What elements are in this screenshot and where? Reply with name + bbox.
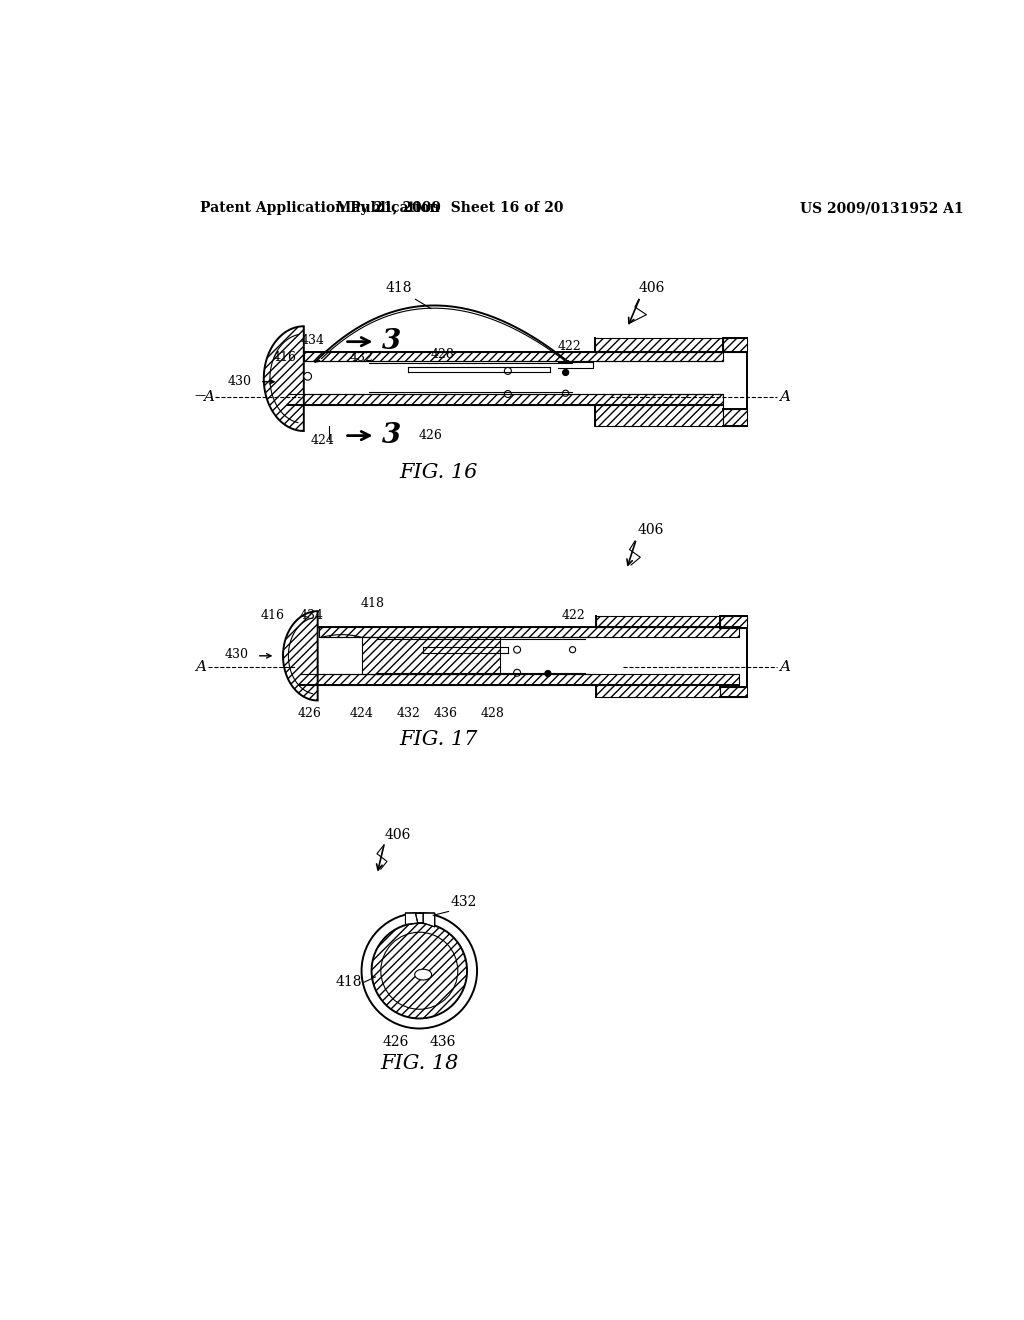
Polygon shape — [304, 352, 724, 360]
Text: 418: 418 — [361, 597, 385, 610]
Text: 426: 426 — [298, 706, 322, 719]
Text: 406: 406 — [639, 281, 666, 296]
Text: 428: 428 — [430, 348, 455, 362]
Text: FIG. 18: FIG. 18 — [380, 1053, 459, 1073]
Text: 428: 428 — [481, 706, 505, 719]
Text: 3: 3 — [382, 329, 400, 355]
Text: 422: 422 — [562, 610, 586, 622]
Text: —: — — [195, 391, 206, 400]
Circle shape — [545, 671, 551, 677]
Polygon shape — [319, 627, 739, 638]
Text: 418: 418 — [336, 975, 362, 989]
Text: 426: 426 — [383, 1035, 410, 1048]
Circle shape — [304, 372, 311, 380]
Text: 432: 432 — [350, 351, 374, 363]
Text: 424: 424 — [350, 706, 374, 719]
Polygon shape — [361, 638, 500, 675]
Circle shape — [514, 647, 520, 653]
Text: 432: 432 — [396, 706, 420, 719]
Text: 436: 436 — [433, 706, 457, 719]
Polygon shape — [720, 686, 746, 697]
Polygon shape — [406, 913, 418, 924]
Polygon shape — [595, 338, 724, 352]
Circle shape — [505, 367, 511, 375]
Ellipse shape — [415, 969, 432, 979]
Polygon shape — [283, 611, 317, 701]
Text: A: A — [779, 660, 790, 673]
Circle shape — [569, 647, 575, 653]
Text: A: A — [203, 391, 214, 404]
Text: FIG. 16: FIG. 16 — [399, 463, 478, 482]
Text: 432: 432 — [451, 895, 476, 909]
Polygon shape — [596, 685, 720, 697]
Text: A: A — [195, 660, 206, 673]
Text: 434: 434 — [301, 334, 325, 347]
Text: 406: 406 — [637, 523, 664, 537]
Circle shape — [514, 669, 520, 676]
Text: 426: 426 — [419, 429, 442, 442]
Polygon shape — [423, 913, 435, 927]
Text: 416: 416 — [260, 610, 285, 622]
Text: US 2009/0131952 A1: US 2009/0131952 A1 — [801, 202, 964, 215]
Circle shape — [562, 370, 568, 376]
Polygon shape — [724, 409, 746, 426]
Polygon shape — [289, 395, 724, 405]
Text: 436: 436 — [429, 1035, 456, 1048]
Polygon shape — [300, 675, 739, 685]
Text: A: A — [779, 391, 790, 404]
Text: 422: 422 — [558, 339, 582, 352]
Text: 418: 418 — [385, 281, 412, 296]
Text: 406: 406 — [385, 828, 411, 842]
Text: 416: 416 — [272, 351, 297, 363]
Polygon shape — [264, 326, 304, 430]
Text: 424: 424 — [311, 434, 335, 447]
Text: FIG. 17: FIG. 17 — [399, 730, 478, 750]
Text: Patent Application Publication: Patent Application Publication — [200, 202, 439, 215]
Polygon shape — [720, 615, 746, 628]
Text: 430: 430 — [224, 648, 249, 661]
Polygon shape — [724, 338, 746, 352]
Text: 434: 434 — [300, 610, 324, 622]
Circle shape — [562, 391, 568, 396]
Text: 3: 3 — [382, 422, 400, 449]
Circle shape — [505, 391, 511, 397]
Text: May 21, 2009  Sheet 16 of 20: May 21, 2009 Sheet 16 of 20 — [336, 202, 564, 215]
Polygon shape — [595, 405, 724, 426]
Text: 430: 430 — [227, 375, 252, 388]
Polygon shape — [596, 615, 720, 627]
Circle shape — [372, 923, 467, 1019]
